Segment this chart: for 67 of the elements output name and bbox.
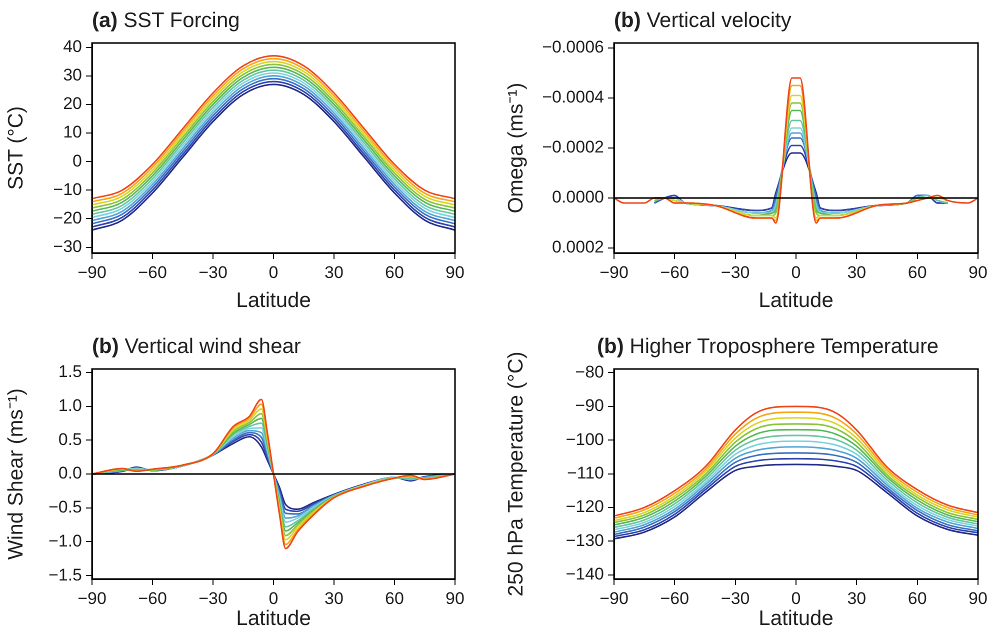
x-tick-label: 90 (446, 588, 464, 608)
y-axis-title: Omega (ms⁻¹) (504, 82, 528, 214)
y-tick-label: −30 (53, 236, 82, 256)
y-axis-title: Wind Shear (ms⁻¹) (4, 388, 28, 560)
chart-title: (b) Higher Troposphere Temperature (597, 335, 939, 359)
y-tick-label: 0 (72, 151, 82, 170)
x-tick-label: −90 (600, 262, 628, 282)
y-tick-label: −0.5 (48, 498, 82, 517)
y-tick-label: −80 (575, 362, 604, 382)
y-tick-label: 40 (63, 36, 82, 56)
x-tick-label: 60 (385, 262, 404, 282)
y-tick-label: −0.0004 (542, 88, 604, 107)
y-tick-label: −0.0002 (542, 138, 604, 157)
x-tick-label: 90 (968, 262, 988, 282)
x-tick-label: 0 (791, 588, 801, 608)
x-tick-label: −30 (198, 262, 228, 282)
chart-title: (a) SST Forcing (92, 9, 240, 33)
x-tick-label: 30 (324, 588, 344, 608)
y-tick-label: −0.0006 (542, 38, 604, 57)
y-tick-label: −140 (566, 564, 604, 584)
x-axis-title: Latitude (758, 289, 834, 312)
y-tick-label: −110 (566, 464, 604, 483)
y-axis-title: SST (°C) (4, 106, 28, 190)
x-axis-title: Latitude (236, 607, 311, 630)
x-tick-label: 30 (847, 588, 866, 608)
x-tick-label: 90 (968, 588, 988, 608)
x-tick-label: −30 (198, 588, 228, 608)
y-tick-label: −120 (566, 497, 604, 516)
y-tick-label: −1.5 (48, 565, 82, 584)
chart-title: (b) Vertical wind shear (92, 335, 301, 359)
x-tick-label: 0 (268, 588, 278, 608)
y-tick-label: 0.0 (58, 464, 82, 483)
y-tick-label: −100 (566, 430, 604, 449)
x-tick-label: −60 (660, 262, 690, 282)
x-tick-label: 0 (268, 262, 278, 282)
y-tick-label: 30 (63, 66, 82, 85)
x-tick-label: 90 (446, 262, 464, 282)
x-tick-label: −90 (78, 588, 106, 608)
x-axis-title: Latitude (236, 289, 311, 312)
y-tick-label: 1.0 (58, 396, 82, 415)
x-tick-label: −60 (138, 262, 167, 282)
y-tick-label: 0.0002 (552, 238, 604, 257)
y-tick-label: −1.0 (48, 531, 82, 550)
y-tick-label: 1.5 (58, 362, 82, 382)
x-tick-label: −90 (78, 262, 106, 282)
y-axis-title: 250 hPa Temperature (°C) (504, 352, 528, 596)
x-tick-label: −60 (660, 588, 690, 608)
y-tick-label: 20 (63, 94, 82, 114)
x-tick-label: 60 (908, 262, 927, 282)
x-axis-title: Latitude (758, 607, 834, 630)
x-tick-label: −60 (138, 588, 167, 608)
chart-title: (b) Vertical velocity (614, 9, 792, 33)
x-tick-label: −30 (720, 262, 750, 282)
x-tick-label: 60 (385, 588, 404, 608)
y-tick-label: 0.5 (58, 430, 82, 449)
y-tick-label: −90 (575, 396, 604, 416)
x-tick-label: 0 (791, 262, 801, 282)
y-tick-label: −20 (53, 208, 82, 228)
x-tick-label: 60 (908, 588, 927, 608)
y-tick-label: −10 (53, 180, 82, 199)
y-tick-label: 0.0000 (552, 188, 604, 207)
x-tick-label: −30 (720, 588, 750, 608)
y-tick-label: −130 (566, 530, 604, 550)
x-tick-label: 30 (324, 262, 344, 282)
y-tick-label: 10 (63, 122, 82, 142)
x-tick-label: −90 (600, 588, 628, 608)
x-tick-label: 30 (847, 262, 866, 282)
